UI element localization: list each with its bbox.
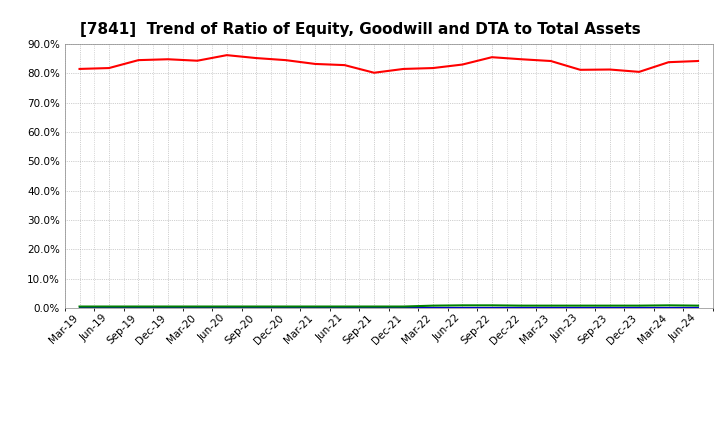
Equity	[311, 61, 320, 66]
Deferred Tax Assets	[193, 304, 202, 309]
Line: Equity: Equity	[79, 55, 698, 73]
Goodwill	[576, 305, 585, 311]
Equity	[576, 67, 585, 73]
Deferred Tax Assets	[252, 304, 261, 309]
Goodwill	[222, 305, 231, 311]
Equity	[517, 57, 526, 62]
Deferred Tax Assets	[134, 304, 143, 309]
Deferred Tax Assets	[694, 303, 703, 308]
Deferred Tax Assets	[341, 304, 349, 309]
Equity	[458, 62, 467, 67]
Goodwill	[75, 305, 84, 311]
Equity	[252, 55, 261, 61]
Goodwill	[458, 305, 467, 311]
Deferred Tax Assets	[665, 303, 673, 308]
Equity	[546, 59, 555, 64]
Equity	[694, 59, 703, 64]
Deferred Tax Assets	[546, 303, 555, 308]
Deferred Tax Assets	[606, 303, 614, 308]
Goodwill	[163, 305, 172, 311]
Equity	[222, 52, 231, 58]
Deferred Tax Assets	[399, 304, 408, 309]
Goodwill	[694, 305, 703, 311]
Equity	[282, 58, 290, 63]
Deferred Tax Assets	[370, 304, 379, 309]
Goodwill	[546, 305, 555, 311]
Goodwill	[665, 305, 673, 311]
Goodwill	[428, 305, 437, 311]
Deferred Tax Assets	[104, 304, 113, 309]
Deferred Tax Assets	[635, 303, 644, 308]
Equity	[104, 66, 113, 71]
Equity	[399, 66, 408, 72]
Equity	[75, 66, 84, 72]
Deferred Tax Assets	[576, 303, 585, 308]
Equity	[134, 58, 143, 63]
Equity	[635, 69, 644, 74]
Deferred Tax Assets	[222, 304, 231, 309]
Goodwill	[606, 305, 614, 311]
Goodwill	[104, 305, 113, 311]
Goodwill	[311, 305, 320, 311]
Deferred Tax Assets	[487, 303, 496, 308]
Goodwill	[517, 305, 526, 311]
Deferred Tax Assets	[428, 303, 437, 308]
Deferred Tax Assets	[163, 304, 172, 309]
Deferred Tax Assets	[282, 304, 290, 309]
Goodwill	[370, 305, 379, 311]
Equity	[487, 55, 496, 60]
Line: Deferred Tax Assets: Deferred Tax Assets	[79, 305, 698, 307]
Equity	[163, 57, 172, 62]
Equity	[665, 59, 673, 65]
Equity	[606, 67, 614, 72]
Goodwill	[487, 305, 496, 311]
Text: [7841]  Trend of Ratio of Equity, Goodwill and DTA to Total Assets: [7841] Trend of Ratio of Equity, Goodwil…	[80, 22, 640, 37]
Equity	[370, 70, 379, 75]
Equity	[193, 58, 202, 63]
Deferred Tax Assets	[75, 304, 84, 309]
Deferred Tax Assets	[311, 304, 320, 309]
Equity	[428, 66, 437, 71]
Deferred Tax Assets	[458, 303, 467, 308]
Goodwill	[252, 305, 261, 311]
Goodwill	[341, 305, 349, 311]
Goodwill	[399, 305, 408, 311]
Goodwill	[193, 305, 202, 311]
Goodwill	[282, 305, 290, 311]
Equity	[341, 62, 349, 68]
Goodwill	[134, 305, 143, 311]
Deferred Tax Assets	[517, 303, 526, 308]
Goodwill	[635, 305, 644, 311]
